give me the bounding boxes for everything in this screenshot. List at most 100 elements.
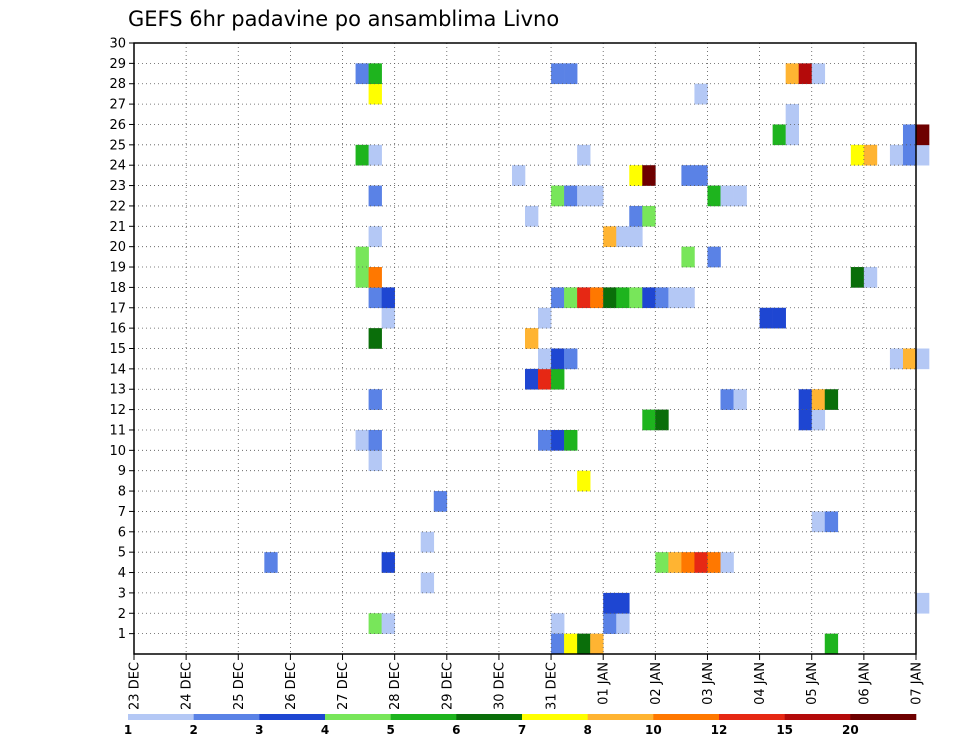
data-cell: [916, 348, 930, 370]
y-tick-label: 28: [109, 77, 126, 92]
data-cell: [681, 287, 695, 309]
data-cell: [420, 572, 435, 594]
data-cell: [668, 552, 682, 573]
data-cell: [564, 287, 578, 309]
x-tick-label: 01 JAN: [597, 662, 612, 705]
data-cell: [551, 287, 565, 309]
data-cell: [642, 409, 656, 431]
data-cell: [577, 185, 591, 207]
data-cell: [720, 389, 734, 410]
data-cell: [525, 328, 539, 349]
data-cell: [381, 613, 395, 634]
data-cell: [707, 552, 721, 573]
colorbar-segment: [325, 714, 391, 720]
data-cell: [551, 368, 565, 390]
data-cell: [616, 226, 630, 247]
data-cell: [772, 124, 786, 146]
data-cell: [642, 287, 656, 309]
data-cell: [368, 267, 382, 288]
colorbar-segment: [522, 714, 588, 720]
data-cell: [590, 287, 604, 309]
data-cell: [811, 389, 826, 410]
data-cell: [629, 226, 643, 247]
colorbar-segment: [193, 714, 260, 720]
data-cell: [733, 389, 747, 410]
y-tick-label: 7: [118, 505, 126, 520]
data-cell: [681, 552, 695, 573]
data-cell: [850, 267, 865, 288]
y-tick-label: 20: [109, 240, 126, 255]
data-cell: [355, 429, 369, 451]
y-tick-label: 16: [109, 322, 126, 337]
data-cell: [577, 287, 591, 309]
x-tick-label: 30 DEC: [492, 662, 507, 710]
colorbar: 1 2 3 4 5 6 7 8 10 12 15 20: [124, 714, 917, 737]
colorbar-segment: [259, 714, 326, 720]
y-tick-label: 24: [109, 159, 126, 174]
data-cell: [420, 531, 435, 553]
data-cell: [616, 287, 630, 309]
data-cell: [551, 348, 565, 370]
y-tick-label: 17: [109, 301, 126, 316]
x-tick-label: 06 JAN: [857, 662, 872, 705]
data-cell: [720, 185, 734, 207]
y-tick-label: 14: [109, 362, 126, 377]
data-cell: [681, 246, 695, 268]
colorbar-label: 1: [124, 723, 132, 737]
y-tick-label: 11: [109, 423, 126, 438]
data-cell: [603, 226, 617, 247]
data-cell: [655, 287, 669, 309]
data-cell: [824, 633, 839, 655]
data-cell: [538, 348, 552, 370]
x-tick-label: 25 DEC: [232, 662, 247, 710]
x-tick-label: 27 DEC: [336, 662, 351, 710]
data-cell: [694, 83, 708, 105]
x-tick-label: 05 JAN: [805, 662, 820, 705]
colorbar-segment: [587, 714, 654, 720]
data-cell: [798, 409, 813, 431]
data-cell: [381, 307, 395, 329]
data-cell: [355, 144, 369, 166]
data-cell: [629, 205, 643, 227]
colorbar-segment: [653, 714, 720, 720]
data-cell: [368, 185, 382, 207]
data-cell: [368, 83, 382, 105]
colorbar-label: 12: [711, 723, 728, 737]
data-cell: [551, 633, 565, 655]
data-cell: [368, 389, 382, 410]
y-tick-label: 9: [118, 464, 126, 479]
data-cell: [707, 246, 721, 268]
data-cell: [655, 409, 669, 431]
data-cell: [863, 144, 878, 166]
data-cell: [603, 287, 617, 309]
data-cell: [511, 165, 526, 186]
data-cell: [264, 552, 278, 573]
data-cell: [642, 205, 656, 227]
y-tick-label: 2: [118, 607, 126, 622]
data-cell: [863, 267, 878, 288]
data-cell: [577, 144, 591, 166]
data-cell: [629, 165, 643, 186]
data-cell: [564, 185, 578, 207]
data-cell: [577, 633, 591, 655]
data-cell: [368, 226, 382, 247]
y-tick-label: 3: [118, 586, 126, 601]
colorbar-label: 15: [776, 723, 793, 737]
y-tick-label: 10: [109, 444, 126, 459]
x-axis: 23 DEC 24 DEC 25 DEC 26 DEC 27 DEC 28 DEC 29 D…: [128, 654, 925, 710]
colorbar-label: 6: [452, 723, 460, 737]
data-cell: [381, 552, 395, 573]
data-cell: [368, 450, 382, 471]
data-cell: [551, 63, 565, 85]
data-cell: [629, 287, 643, 309]
data-cell: [694, 552, 708, 573]
data-cell: [603, 613, 617, 634]
data-cell: [551, 429, 565, 451]
data-cell: [433, 491, 448, 512]
data-cell: [368, 613, 382, 634]
x-tick-label: 31 DEC: [545, 662, 560, 710]
data-cell: [538, 307, 552, 329]
data-cell: [916, 144, 930, 166]
colorbar-segment: [850, 714, 917, 720]
data-cell: [902, 348, 917, 370]
